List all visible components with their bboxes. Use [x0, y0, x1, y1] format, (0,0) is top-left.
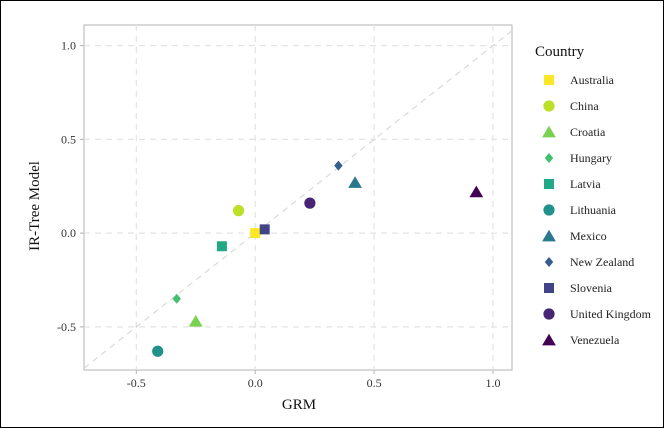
- legend-label-lithuania: Lithuania: [570, 203, 617, 217]
- data-points: [152, 160, 484, 357]
- point-china: [232, 205, 245, 217]
- identity-line: [83, 30, 513, 369]
- point-latvia: [216, 241, 227, 252]
- legend-key-hungary: [544, 153, 554, 163]
- legend-key-lithuania: [543, 204, 555, 216]
- point-australia: [250, 228, 261, 239]
- point-croatia: [188, 315, 203, 327]
- legend-key-australia: [544, 75, 554, 85]
- legend-label-croatia: Croatia: [570, 125, 606, 139]
- legend-key-china: [543, 100, 555, 112]
- point-united-kingdom: [304, 197, 316, 209]
- legend-label-mexico: Mexico: [570, 229, 607, 243]
- legend-label-united-kingdom: United Kingdom: [570, 307, 652, 321]
- y-tick-label: 1.0: [61, 39, 76, 53]
- legend-key-new-zealand: [544, 257, 554, 267]
- legend-key-croatia: [542, 125, 556, 138]
- legend-label-venezuela: Venezuela: [570, 333, 620, 347]
- point-hungary: [172, 293, 181, 304]
- legend-key-venezuela: [542, 333, 556, 346]
- x-axis-title: GRM: [282, 397, 316, 413]
- y-tick-label: 0.0: [61, 226, 76, 240]
- point-venezuela: [469, 185, 484, 198]
- x-tick-label: 0.0: [248, 376, 263, 390]
- x-tick-label: 1.0: [485, 376, 500, 390]
- y-axis: -0.5 0.0 0.5 1.0: [57, 39, 84, 334]
- legend-title: Country: [535, 44, 585, 60]
- y-axis-title: IR-Tree Model: [27, 161, 43, 251]
- x-tick-label: 0.5: [367, 376, 382, 390]
- legend: Country Australia China Croatia Hungary Latv…: [535, 44, 652, 347]
- legend-label-latvia: Latvia: [570, 177, 601, 191]
- legend-key-mexico: [542, 229, 556, 242]
- legend-label-new-zealand: New Zealand: [570, 255, 634, 269]
- point-lithuania: [152, 345, 164, 357]
- y-tick-label: 0.5: [61, 132, 76, 146]
- legend-key-slovenia: [544, 283, 554, 293]
- legend-label-slovenia: Slovenia: [570, 281, 613, 295]
- point-mexico: [348, 176, 362, 188]
- x-axis: -0.5 0.0 0.5 1.0: [127, 370, 500, 390]
- legend-key-latvia: [544, 179, 554, 189]
- y-tick-label: -0.5: [57, 320, 76, 334]
- legend-label-china: China: [570, 99, 599, 113]
- legend-label-australia: Australia: [570, 73, 615, 87]
- legend-label-hungary: Hungary: [570, 151, 612, 165]
- plot-panel: [83, 24, 513, 371]
- legend-key-united-kingdom: [543, 308, 555, 320]
- x-tick-label: -0.5: [127, 376, 146, 390]
- point-new-zealand: [334, 160, 343, 171]
- point-slovenia: [259, 224, 270, 235]
